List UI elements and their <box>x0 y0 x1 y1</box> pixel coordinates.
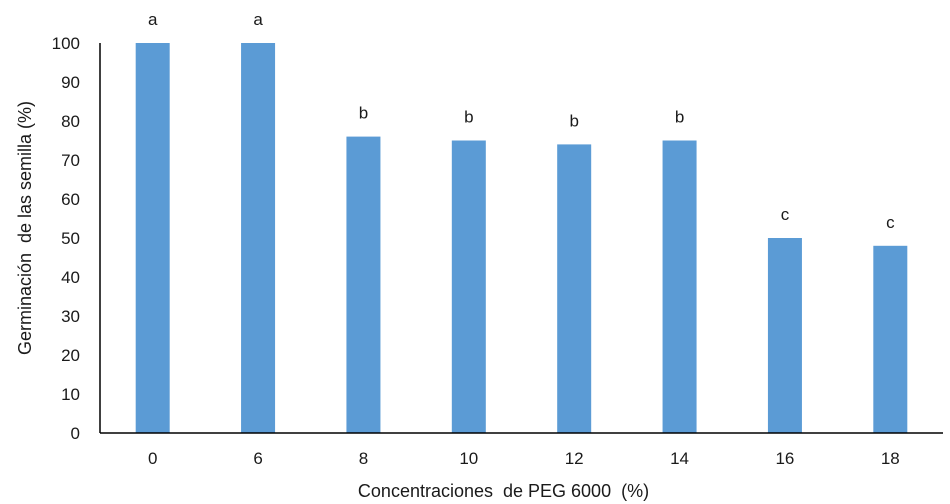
bar <box>767 238 802 433</box>
x-axis-title: Concentraciones de PEG 6000 (%) <box>358 481 649 501</box>
y-axis-title: Germinación de las semilla (%) <box>15 101 35 355</box>
significance-letter: b <box>464 108 473 127</box>
bar <box>241 43 276 433</box>
x-tick-label: 8 <box>359 449 368 468</box>
y-tick-label: 70 <box>61 151 80 170</box>
x-tick-label: 10 <box>459 449 478 468</box>
y-axis-ticks: 0 10 20 30 40 50 60 70 80 90 100 <box>52 34 80 443</box>
y-tick-label: 60 <box>61 190 80 209</box>
y-tick-label: 0 <box>71 424 80 443</box>
x-tick-label: 12 <box>565 449 584 468</box>
significance-letter: b <box>359 104 368 123</box>
significance-letter: b <box>675 108 684 127</box>
bar <box>557 144 592 433</box>
x-tick-label: 14 <box>670 449 689 468</box>
x-axis-ticks: 0 6 8 10 12 14 16 18 <box>148 449 900 468</box>
x-tick-label: 16 <box>775 449 794 468</box>
y-tick-label: 10 <box>61 385 80 404</box>
x-tick-label: 6 <box>253 449 262 468</box>
y-tick-label: 40 <box>61 268 80 287</box>
bars <box>135 43 908 433</box>
y-tick-label: 30 <box>61 307 80 326</box>
significance-letter: b <box>569 111 578 130</box>
bar <box>346 136 381 433</box>
significance-letter: c <box>886 213 895 232</box>
bar <box>873 245 908 433</box>
y-tick-label: 50 <box>61 229 80 248</box>
significance-letters: a a b b b b c c <box>148 10 895 232</box>
significance-letter: c <box>781 205 790 224</box>
bar <box>451 140 486 433</box>
x-tick-label: 0 <box>148 449 157 468</box>
significance-letter: a <box>148 10 158 29</box>
y-tick-label: 20 <box>61 346 80 365</box>
bar <box>662 140 697 433</box>
bar <box>135 43 170 433</box>
y-tick-label: 100 <box>52 34 80 53</box>
y-tick-label: 80 <box>61 112 80 131</box>
x-tick-label: 18 <box>881 449 900 468</box>
significance-letter: a <box>253 10 263 29</box>
y-tick-label: 90 <box>61 73 80 92</box>
